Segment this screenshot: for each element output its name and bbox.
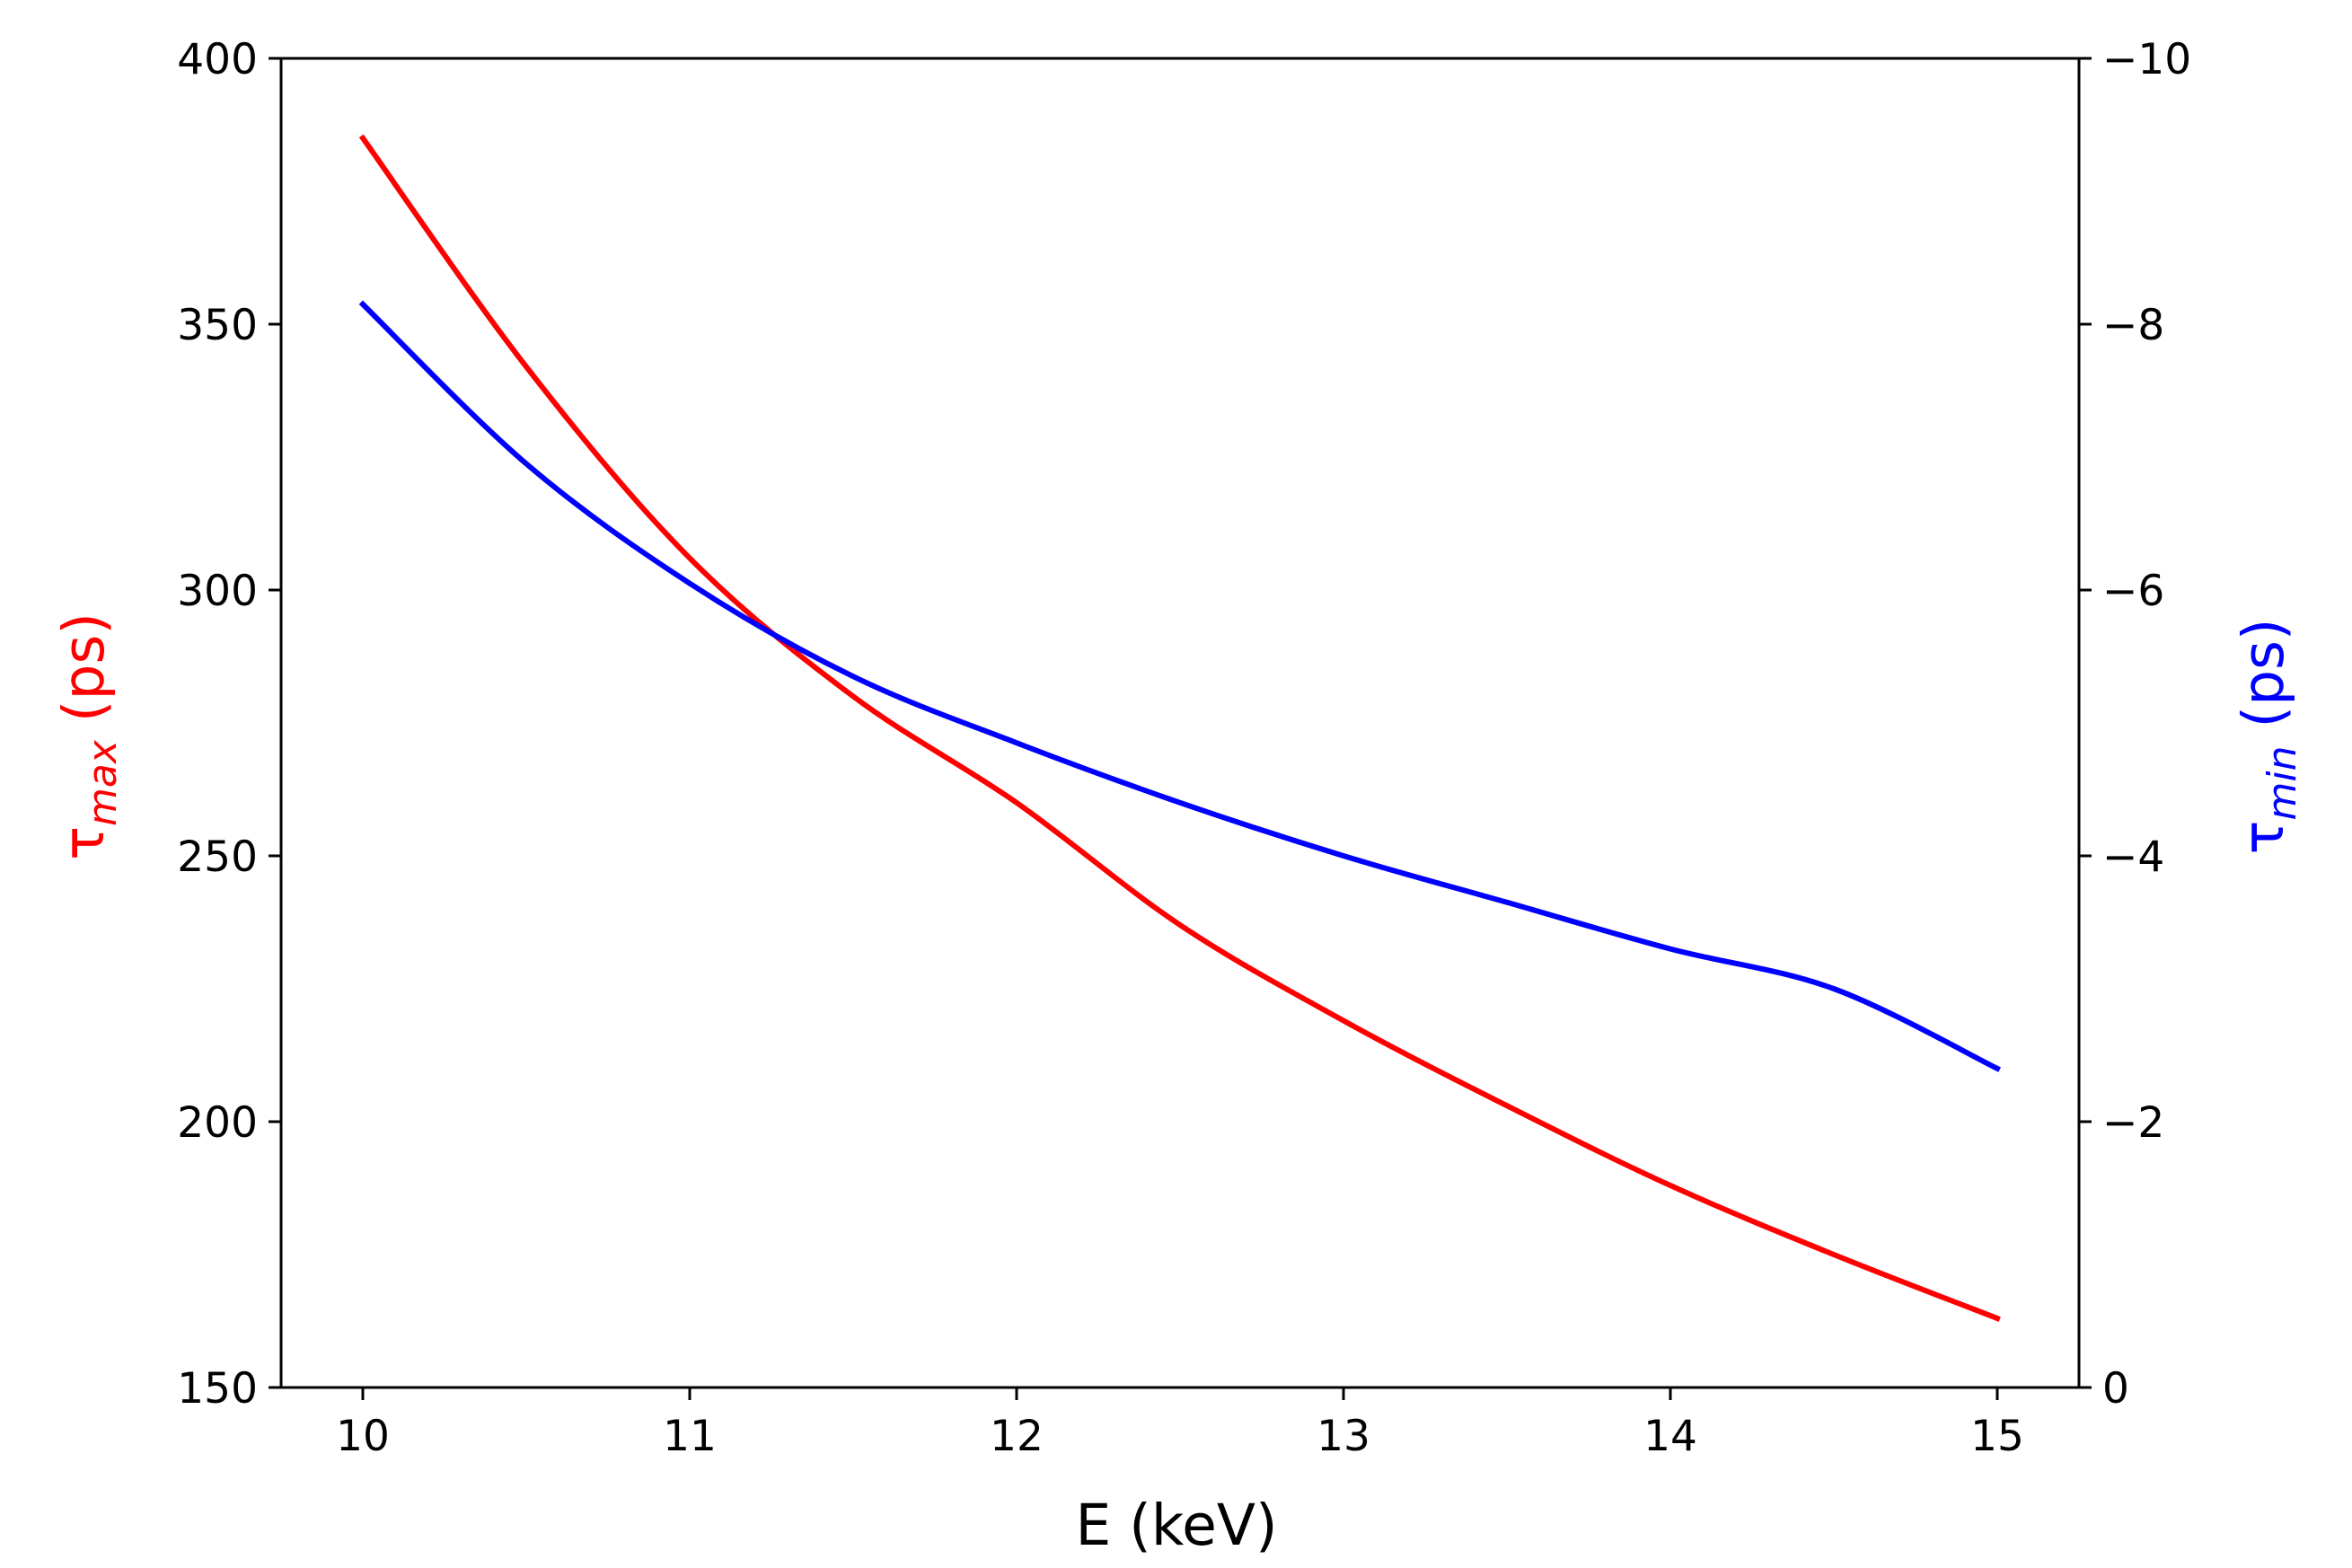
x-tick-label: 14 [1643, 1412, 1697, 1461]
x-tick-label: 13 [1317, 1412, 1370, 1461]
y-right-subscript: min [2260, 746, 2305, 821]
x-axis-label: E (keV) [1075, 1493, 1277, 1558]
y-left-tick-label: 350 [177, 301, 258, 350]
x-tick-label: 11 [663, 1412, 717, 1461]
y-left-unit: (ps) [51, 612, 117, 740]
y-right-unit: (ps) [2231, 619, 2296, 746]
y-right-tick-label: −4 [2102, 832, 2164, 882]
x-tick-label: 15 [1970, 1412, 2024, 1461]
series-layer [358, 134, 2002, 1322]
series-line-tau-min [358, 300, 2002, 1072]
y-right-symbol: τ [2231, 821, 2296, 855]
y-left-subscript: max [80, 739, 126, 826]
y-right-tick-label: −10 [2102, 35, 2191, 84]
y-left-tick-label: 400 [177, 35, 258, 84]
y-left-tick-label: 200 [177, 1098, 258, 1148]
y-right-tick-label: −6 [2102, 567, 2164, 616]
y-right-tick-label: 0 [2102, 1364, 2129, 1414]
y-right-tick-label: −2 [2102, 1098, 2164, 1148]
y-left-tick-label: 150 [177, 1364, 258, 1414]
y-left-tick-label: 300 [177, 567, 258, 616]
y-right-tick-label: −8 [2102, 301, 2164, 350]
x-tick-label: 10 [336, 1412, 390, 1461]
axes-layer: 10 11 12 13 14 15 150 200 250 300 350 400 0 −2 −4 −6 −8 −… [177, 35, 2191, 1461]
y-axis-label-right: τmin (ps) [2231, 619, 2305, 855]
x-tick-label: 12 [990, 1412, 1044, 1461]
series-line-tau-max [358, 134, 2001, 1322]
y-left-symbol: τ [51, 826, 117, 860]
y-axis-label-left: τmax (ps) [51, 612, 126, 860]
y-left-tick-label: 250 [177, 832, 258, 882]
plot-frame [279, 57, 2081, 1389]
